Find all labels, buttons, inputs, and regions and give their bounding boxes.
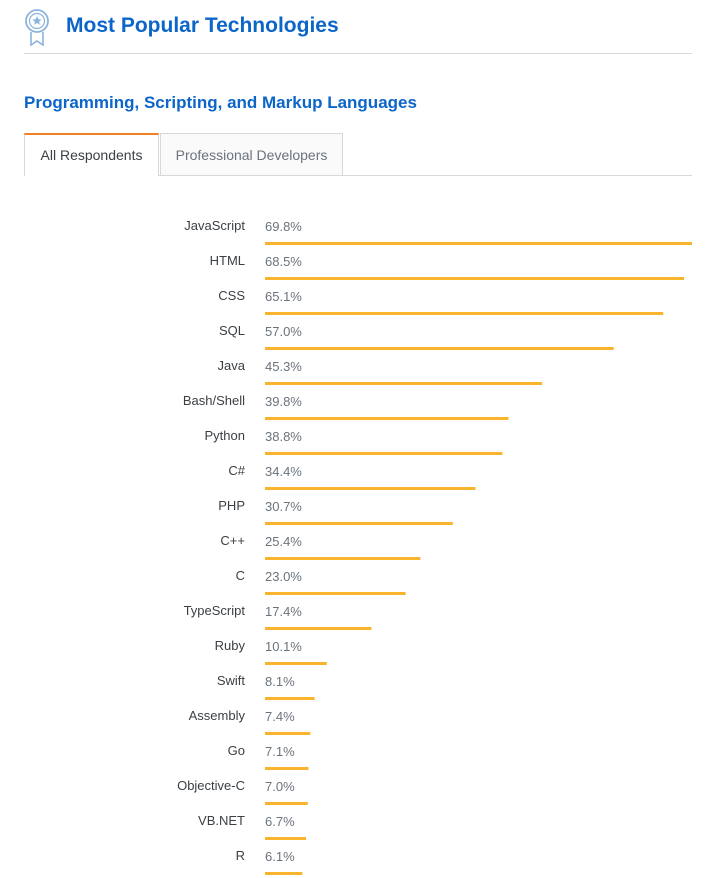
category-label: C++ [220,533,245,548]
value-label: 6.1% [265,849,295,864]
bar [265,592,406,595]
category-label: Python [205,428,245,443]
category-label: CSS [218,288,245,303]
bar [265,872,303,875]
bar [265,382,543,385]
category-label: PHP [218,498,245,513]
tab-professional-developers[interactable]: Professional Developers [160,133,343,175]
category-label: Go [228,743,245,758]
bar [265,557,421,560]
bar [265,452,503,455]
languages-bar-chart: JavaScript 69.8% HTML 68.5% CSS 65.1% SQL 57.0%… [177,218,692,875]
value-label: 17.4% [265,604,302,619]
bar [265,347,614,350]
value-label: 8.1% [265,674,295,689]
respondent-tabs: All Respondents Professional Developers [24,133,692,176]
page-title: Most Popular Technologies [66,14,339,37]
value-label: 38.8% [265,429,302,444]
value-label: 69.8% [265,219,302,234]
bar [265,627,372,630]
category-label: TypeScript [184,603,246,618]
bar [265,522,453,525]
value-label: 45.3% [265,359,302,374]
category-label: C# [228,463,245,478]
category-label: Swift [217,673,246,688]
value-label: 30.7% [265,499,302,514]
category-label: Assembly [189,708,246,723]
value-label: 10.1% [265,639,302,654]
section-title: Programming, Scripting, and Markup Langu… [24,93,417,112]
category-label: SQL [219,323,245,338]
bar [265,277,685,280]
value-label: 65.1% [265,289,302,304]
bar [265,312,664,315]
bar [265,732,311,735]
bar [265,487,476,490]
category-label: R [236,848,245,863]
page-header: Most Popular Technologies [24,6,692,54]
award-badge-icon [25,9,49,46]
category-label: Bash/Shell [183,393,245,408]
tab-all-respondents[interactable]: All Respondents [24,133,159,176]
category-label: VB.NET [198,813,245,828]
category-label: Ruby [215,638,246,653]
bar [265,242,692,245]
bar [265,662,327,665]
value-label: 39.8% [265,394,302,409]
category-label: JavaScript [184,218,245,233]
bar [265,837,306,840]
value-label: 7.4% [265,709,295,724]
value-label: 23.0% [265,569,302,584]
category-label: Java [218,358,246,373]
value-label: 57.0% [265,324,302,339]
category-label: Objective-C [177,778,245,793]
value-label: 25.4% [265,534,302,549]
value-label: 34.4% [265,464,302,479]
bar [265,697,315,700]
category-label: HTML [210,253,245,268]
bar [265,767,309,770]
category-label: C [236,568,245,583]
value-label: 6.7% [265,814,295,829]
value-label: 68.5% [265,254,302,269]
value-label: 7.0% [265,779,295,794]
bar [265,417,509,420]
value-label: 7.1% [265,744,295,759]
bar [265,802,308,805]
